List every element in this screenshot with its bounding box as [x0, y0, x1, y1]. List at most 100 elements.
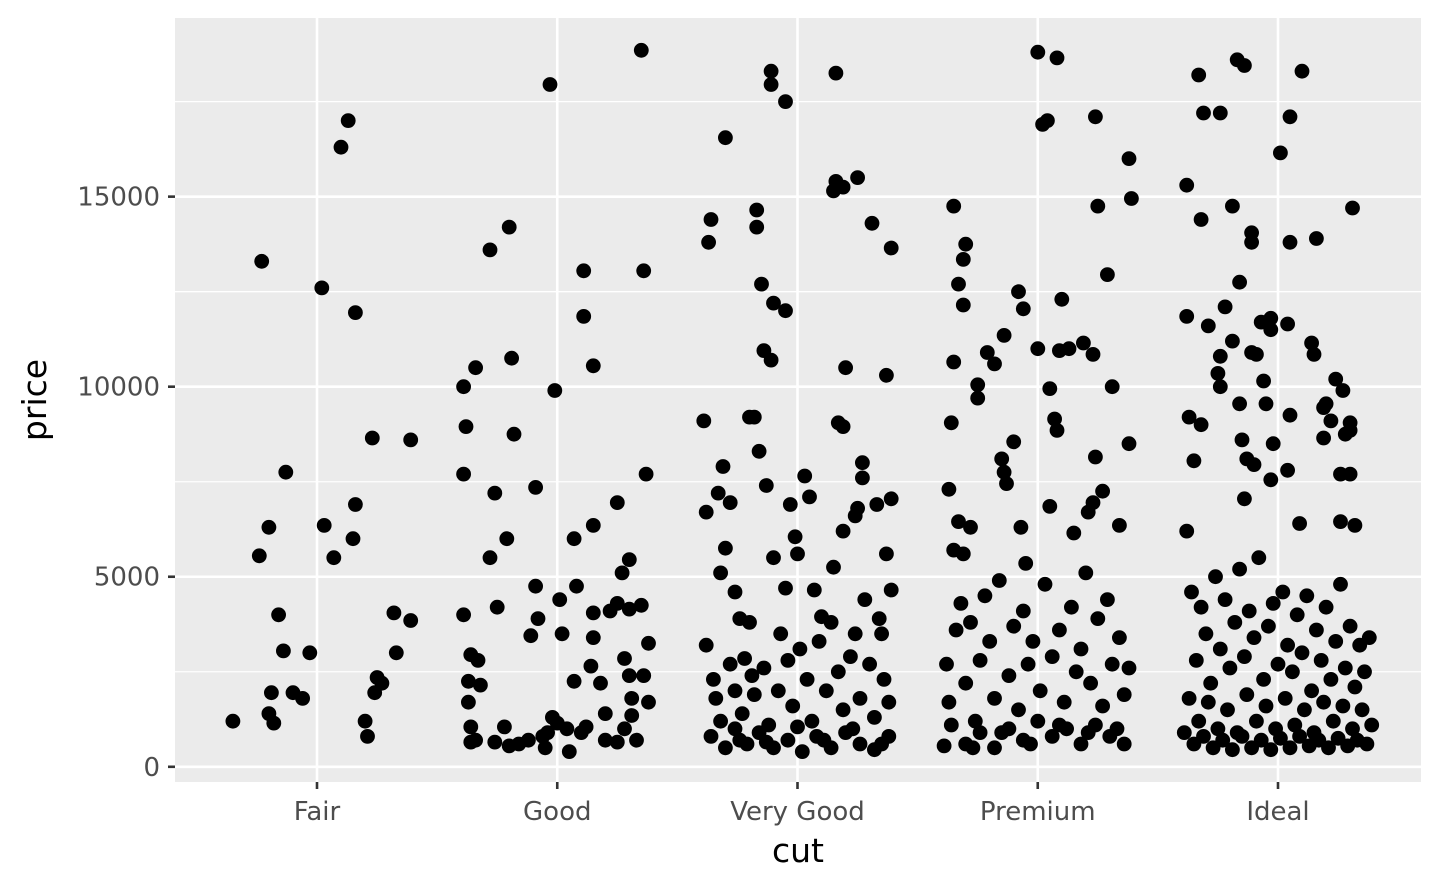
data-point — [636, 263, 652, 279]
data-point — [1193, 417, 1209, 433]
data-point — [403, 432, 419, 448]
data-point — [530, 611, 546, 626]
data-point — [1335, 383, 1351, 398]
data-point — [617, 721, 632, 737]
data-point — [266, 715, 282, 731]
data-point — [1179, 309, 1195, 324]
data-point — [1080, 725, 1096, 740]
data-point — [946, 354, 962, 370]
data-point — [576, 309, 592, 324]
data-point — [1256, 373, 1271, 389]
data-point — [345, 531, 361, 547]
data-point — [1323, 672, 1339, 687]
data-point — [1294, 645, 1310, 661]
data-point — [1203, 675, 1219, 691]
data-point — [1078, 565, 1094, 581]
data-point — [1357, 664, 1372, 680]
data-point — [1104, 379, 1120, 395]
data-point — [1100, 267, 1115, 282]
data-point — [1052, 622, 1067, 638]
data-point — [804, 713, 820, 729]
data-point — [561, 744, 577, 759]
data-point — [360, 729, 375, 744]
data-point — [869, 497, 885, 512]
data-point — [1323, 413, 1339, 429]
data-point — [790, 546, 805, 562]
data-point — [1354, 702, 1370, 718]
x-axis-title: cut — [772, 831, 824, 870]
data-point — [835, 523, 851, 539]
data-point — [1088, 449, 1103, 465]
data-point — [806, 582, 822, 598]
data-point — [758, 478, 774, 493]
data-point — [778, 580, 793, 596]
data-point — [1030, 341, 1046, 357]
data-point — [1227, 615, 1243, 630]
x-tick-label: Good — [523, 797, 591, 827]
data-point — [403, 613, 419, 628]
data-point — [1275, 584, 1291, 600]
data-point — [1263, 310, 1279, 326]
data-point — [778, 303, 793, 319]
data-point — [1342, 423, 1358, 438]
data-point — [828, 65, 844, 81]
data-point — [624, 691, 640, 706]
data-point — [727, 721, 743, 737]
data-point — [874, 736, 889, 752]
data-point — [621, 668, 637, 683]
data-point — [766, 550, 781, 566]
data-point — [953, 596, 969, 611]
data-point — [1273, 145, 1288, 161]
data-point — [1188, 653, 1204, 668]
data-point — [1052, 717, 1067, 733]
data-point — [994, 725, 1010, 740]
data-point — [521, 732, 536, 748]
data-point — [316, 518, 332, 533]
data-point — [576, 263, 592, 279]
data-point — [941, 481, 957, 497]
data-point — [1282, 234, 1298, 250]
data-point — [1359, 736, 1375, 752]
data-point — [718, 130, 733, 146]
y-tick-label: 5000 — [94, 563, 160, 593]
data-point — [1085, 495, 1101, 510]
data-point — [1030, 713, 1046, 729]
data-point — [1232, 561, 1247, 577]
data-point — [802, 489, 817, 505]
data-point — [456, 379, 471, 395]
data-point — [1013, 519, 1029, 535]
data-point — [1090, 198, 1106, 214]
data-point — [766, 295, 781, 311]
data-point — [1112, 518, 1127, 533]
data-point — [1237, 58, 1252, 73]
data-point — [1347, 518, 1363, 533]
data-point — [710, 485, 726, 501]
data-point — [1237, 491, 1252, 507]
data-point — [1198, 626, 1214, 642]
data-point — [1217, 299, 1233, 315]
data-point — [698, 504, 714, 520]
data-point — [698, 637, 714, 653]
data-point — [1342, 618, 1358, 634]
data-point — [559, 721, 575, 737]
data-point — [1256, 672, 1271, 687]
data-point — [554, 626, 570, 642]
data-point — [523, 628, 539, 644]
data-point — [850, 170, 865, 186]
data-point — [1210, 721, 1226, 737]
data-point — [987, 356, 1002, 372]
data-point — [987, 740, 1002, 756]
data-point — [314, 280, 330, 296]
data-point — [1270, 656, 1286, 672]
data-point — [1176, 725, 1192, 740]
data-point — [388, 645, 404, 661]
data-point — [1234, 729, 1250, 744]
data-point — [1342, 466, 1358, 482]
data-point — [780, 653, 796, 668]
data-point — [1056, 694, 1072, 710]
data-point — [487, 734, 503, 750]
data-point — [941, 694, 957, 710]
data-point — [1321, 740, 1336, 756]
data-point — [1237, 649, 1252, 664]
data-point — [1297, 702, 1312, 718]
